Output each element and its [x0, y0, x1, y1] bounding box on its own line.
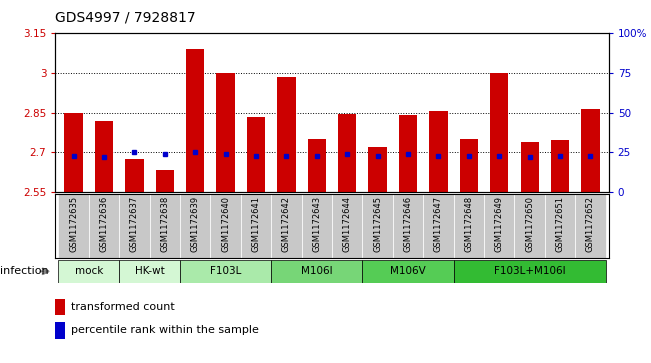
Bar: [55, 299, 65, 315]
Bar: [180, 260, 271, 283]
Text: mock: mock: [75, 266, 103, 276]
Bar: [156, 170, 174, 192]
Bar: [119, 194, 150, 258]
Bar: [210, 194, 241, 258]
Bar: [490, 73, 508, 192]
Bar: [581, 109, 600, 192]
Bar: [423, 194, 454, 258]
Text: GSM1172644: GSM1172644: [342, 196, 352, 252]
Text: GSM1172650: GSM1172650: [525, 196, 534, 252]
Text: GSM1172635: GSM1172635: [69, 196, 78, 252]
Text: GSM1172640: GSM1172640: [221, 196, 230, 252]
Text: GSM1172643: GSM1172643: [312, 196, 322, 252]
Bar: [454, 194, 484, 258]
Text: GSM1172641: GSM1172641: [251, 196, 260, 252]
Bar: [119, 260, 180, 283]
Bar: [454, 260, 605, 283]
Bar: [521, 142, 539, 192]
Text: GSM1172639: GSM1172639: [191, 196, 200, 252]
Text: GSM1172637: GSM1172637: [130, 196, 139, 252]
Bar: [59, 260, 119, 283]
Text: infection: infection: [0, 266, 49, 276]
Bar: [277, 77, 296, 192]
Bar: [241, 194, 271, 258]
Bar: [180, 194, 210, 258]
Bar: [150, 194, 180, 258]
Bar: [484, 194, 514, 258]
Bar: [393, 194, 423, 258]
Text: F103L+M106I: F103L+M106I: [494, 266, 566, 276]
Text: percentile rank within the sample: percentile rank within the sample: [71, 325, 258, 335]
Bar: [545, 194, 575, 258]
Bar: [332, 194, 363, 258]
Text: HK-wt: HK-wt: [135, 266, 165, 276]
Text: GSM1172647: GSM1172647: [434, 196, 443, 252]
Bar: [460, 139, 478, 192]
Text: GSM1172646: GSM1172646: [404, 196, 413, 252]
Bar: [55, 322, 65, 339]
Text: GSM1172638: GSM1172638: [160, 196, 169, 252]
Bar: [95, 121, 113, 192]
Bar: [308, 139, 326, 192]
Bar: [363, 194, 393, 258]
Text: GSM1172648: GSM1172648: [464, 196, 473, 252]
Text: GSM1172642: GSM1172642: [282, 196, 291, 252]
Bar: [363, 260, 454, 283]
Bar: [125, 159, 143, 192]
Text: GDS4997 / 7928817: GDS4997 / 7928817: [55, 11, 196, 25]
Bar: [575, 194, 605, 258]
Bar: [217, 73, 235, 192]
Text: F103L: F103L: [210, 266, 242, 276]
Text: transformed count: transformed count: [71, 302, 174, 312]
Text: GSM1172651: GSM1172651: [555, 196, 564, 252]
Text: M106I: M106I: [301, 266, 333, 276]
Bar: [271, 194, 301, 258]
Bar: [514, 194, 545, 258]
Bar: [551, 140, 569, 192]
Text: GSM1172636: GSM1172636: [100, 196, 109, 252]
Text: GSM1172652: GSM1172652: [586, 196, 595, 252]
Bar: [338, 114, 356, 192]
Bar: [271, 260, 363, 283]
Bar: [59, 194, 89, 258]
Bar: [186, 49, 204, 192]
Bar: [247, 117, 265, 192]
Text: GSM1172649: GSM1172649: [495, 196, 504, 252]
Bar: [429, 111, 447, 192]
Text: GSM1172645: GSM1172645: [373, 196, 382, 252]
Bar: [301, 194, 332, 258]
Bar: [89, 194, 119, 258]
Text: M106V: M106V: [390, 266, 426, 276]
Bar: [368, 147, 387, 192]
Bar: [399, 115, 417, 192]
Bar: [64, 113, 83, 192]
